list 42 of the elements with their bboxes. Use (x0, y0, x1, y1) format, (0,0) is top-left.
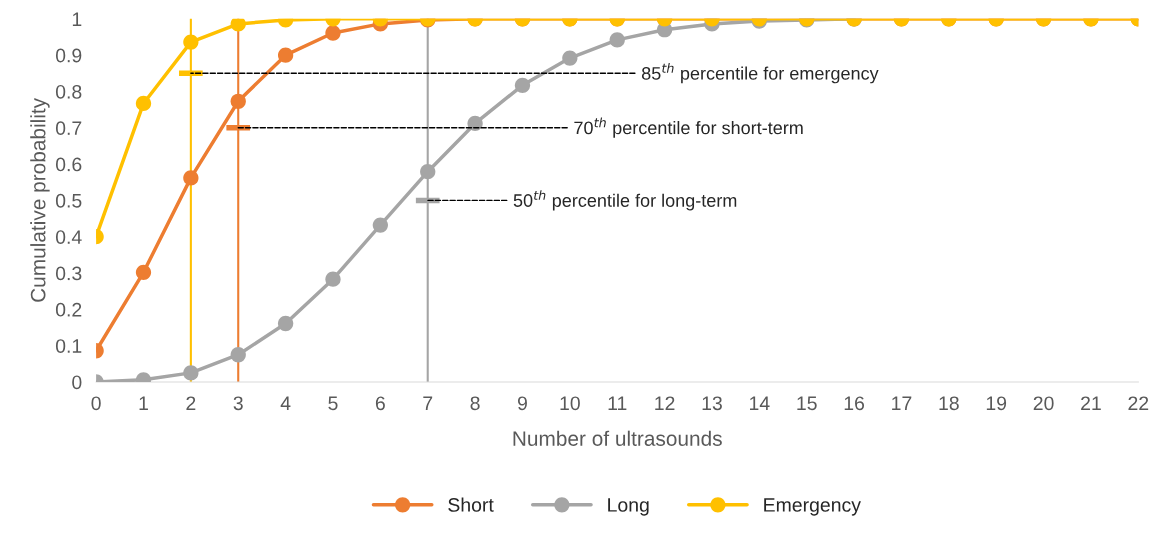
x-tick-label: 20 (1033, 396, 1054, 411)
y-tick-label: 0.1 (55, 339, 82, 353)
x-tick-label: 7 (423, 396, 433, 410)
x-tick-label: 2 (186, 396, 196, 410)
x-tick-label: 0 (91, 396, 101, 411)
x-tick-label: 6 (375, 396, 385, 411)
y-tick-label: 0.7 (55, 121, 82, 136)
x-tick-label: 15 (797, 396, 817, 411)
y-tick-label: 0.4 (55, 230, 82, 244)
x-tick-label: 9 (517, 396, 527, 411)
x-tick-label: 21 (1081, 396, 1101, 410)
y-tick-label: 0.3 (55, 266, 82, 281)
y-tick-label: 0.6 (55, 157, 82, 172)
y-axis-title: Cumulative probability (30, 97, 50, 302)
x-tick-label: 19 (986, 396, 1007, 411)
x-tick-label: 4 (280, 396, 291, 410)
x-tick-label: 8 (470, 396, 480, 411)
y-tick-label: 0.8 (55, 84, 82, 99)
y-tick-label: 0.9 (55, 48, 82, 63)
x-tick-label: 22 (1128, 396, 1149, 410)
y-tick-label: 0.5 (55, 193, 82, 208)
x-tick-label: 13 (702, 396, 722, 411)
x-tick-label: 11 (608, 396, 627, 410)
x-tick-label: 16 (844, 396, 865, 411)
annotation: 85$^{th}$ percentile for emergency (641, 63, 879, 84)
x-tick-label: 1 (139, 396, 148, 410)
legend-label: Long (608, 498, 649, 516)
x-tick-label: 5 (328, 396, 338, 411)
x-tick-label: 10 (560, 396, 580, 411)
y-tick-label: 0 (72, 375, 82, 390)
annotation: 50$^{th}$ percentile for long-term (513, 190, 737, 211)
x-tick-label: 18 (939, 396, 959, 411)
y-tick-label: 1 (72, 12, 82, 26)
x-tick-label: 3 (233, 396, 243, 411)
legend-label: Emergency (764, 498, 861, 516)
x-axis-title: Number of ultrasounds (513, 430, 722, 446)
annotation: 70$^{th}$ percentile for short-term (574, 117, 803, 138)
x-tick-label: 17 (892, 396, 912, 410)
legend-label: Short (448, 497, 494, 512)
x-tick-label: 14 (750, 396, 770, 410)
y-tick-label: 0.2 (55, 302, 82, 317)
x-tick-label: 12 (655, 396, 675, 410)
